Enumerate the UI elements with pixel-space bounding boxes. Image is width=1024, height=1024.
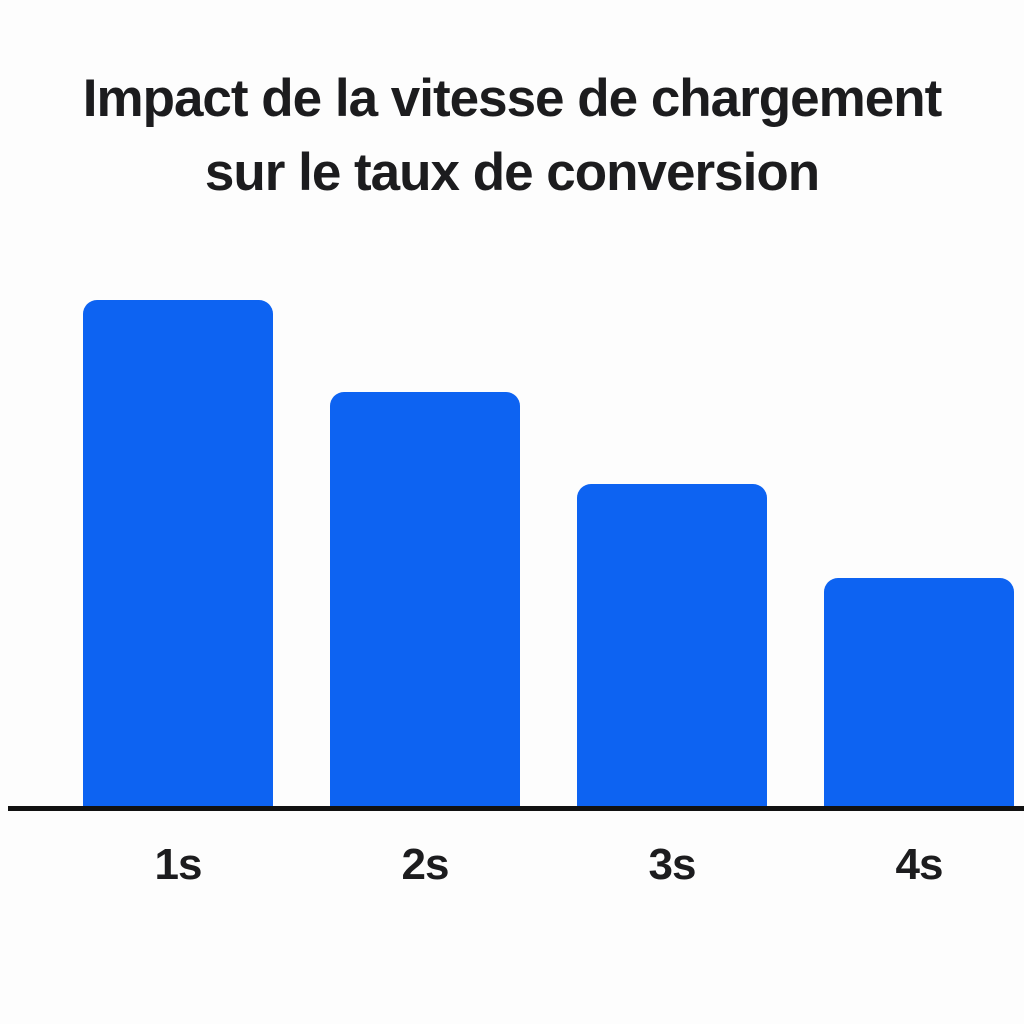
bar-1s — [83, 300, 273, 810]
chart-title-line2: sur le taux de conversion — [204, 143, 820, 202]
x-axis-label-3s: 3s — [648, 840, 697, 889]
bar-4s — [824, 578, 1014, 810]
bar-2s — [330, 392, 520, 810]
bar-3s — [577, 484, 767, 810]
x-axis-label-2s: 2s — [401, 840, 450, 889]
x-axis-label-1s: 1s — [154, 840, 203, 889]
x-axis-line — [8, 806, 1024, 811]
chart-title: Impact de la vitesse de chargement sur l… — [0, 62, 1024, 210]
x-axis-label-4s: 4s — [895, 840, 944, 889]
chart-title-line1: Impact de la vitesse de chargement — [82, 69, 943, 128]
